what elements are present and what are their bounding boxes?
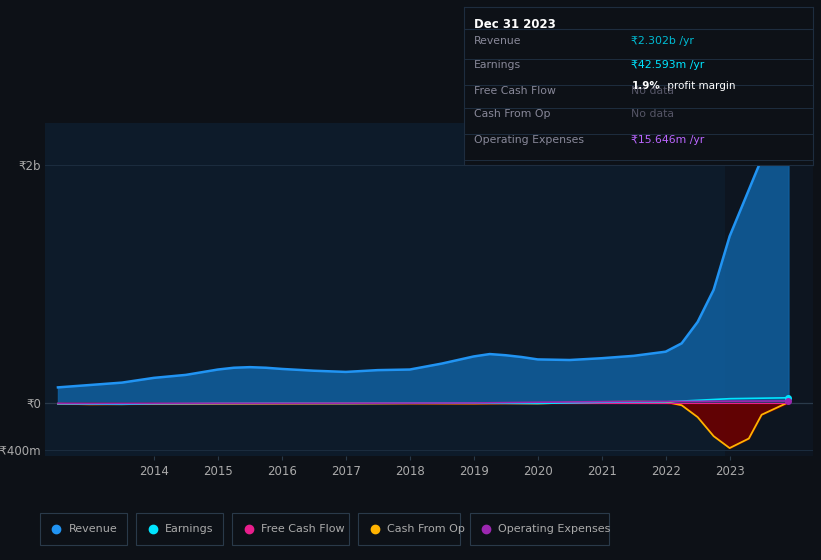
Text: ₹15.646m /yr: ₹15.646m /yr <box>631 135 704 145</box>
Text: profit margin: profit margin <box>664 81 736 91</box>
Text: Dec 31 2023: Dec 31 2023 <box>475 18 556 31</box>
FancyBboxPatch shape <box>136 513 223 545</box>
Text: Free Cash Flow: Free Cash Flow <box>261 524 345 534</box>
FancyBboxPatch shape <box>39 513 126 545</box>
Text: Cash From Op: Cash From Op <box>475 109 551 119</box>
Text: Cash From Op: Cash From Op <box>388 524 465 534</box>
Text: 1.9%: 1.9% <box>631 81 660 91</box>
Text: Operating Expenses: Operating Expenses <box>475 135 585 145</box>
FancyBboxPatch shape <box>359 513 461 545</box>
Text: Earnings: Earnings <box>475 60 521 70</box>
Bar <box>724 123 813 456</box>
Text: Revenue: Revenue <box>68 524 117 534</box>
Text: Earnings: Earnings <box>165 524 213 534</box>
Text: Free Cash Flow: Free Cash Flow <box>475 86 556 96</box>
FancyBboxPatch shape <box>232 513 350 545</box>
Text: Revenue: Revenue <box>475 36 522 46</box>
Text: ₹2.302b /yr: ₹2.302b /yr <box>631 36 695 46</box>
Text: No data: No data <box>631 109 674 119</box>
Text: Operating Expenses: Operating Expenses <box>498 524 611 534</box>
Text: ₹42.593m /yr: ₹42.593m /yr <box>631 60 704 70</box>
FancyBboxPatch shape <box>470 513 609 545</box>
Text: No data: No data <box>631 86 674 96</box>
